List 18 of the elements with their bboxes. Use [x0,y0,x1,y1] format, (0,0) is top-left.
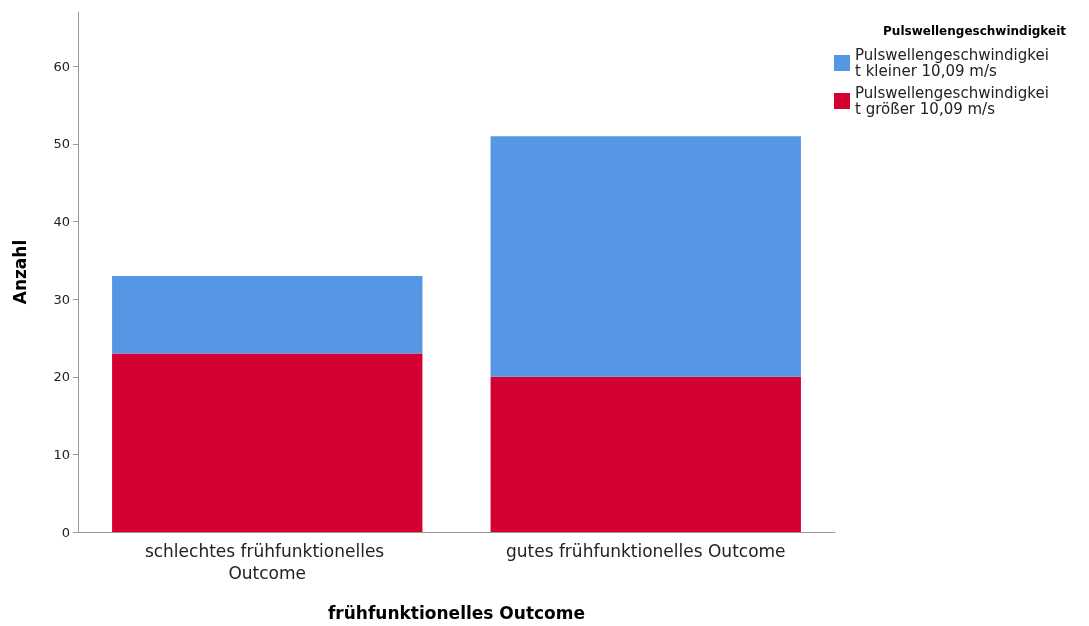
y-tick-label: 30 [53,291,70,307]
bar [490,136,801,377]
y-tick-label: 40 [53,214,70,230]
x-axis-title: frühfunktionelles Outcome [327,602,586,623]
legend-label: Pulswellengeschwindigkeit größer 10,09 m/s [855,84,1049,118]
bar [112,275,423,354]
x-tick-label: gutes frühfunktionelles Outcome [505,541,786,561]
bar [112,353,423,532]
legend-label: Pulswellengeschwindigkeit kleiner 10,09 m/s [855,46,1049,80]
bar [490,376,801,532]
y-tick-label: 0 [61,524,70,540]
y-tick-label: 20 [53,369,70,385]
y-tick-label: 10 [53,446,70,462]
legend-title: Pulswellengeschwindigkeit [883,24,1067,38]
x-tick-label: schlechtes frühfunktionelles Outcome [144,541,390,583]
y-axis-title: Anzahl [9,239,30,305]
y-tick-label: 60 [53,58,70,74]
y-tick-label: 50 [53,136,70,152]
